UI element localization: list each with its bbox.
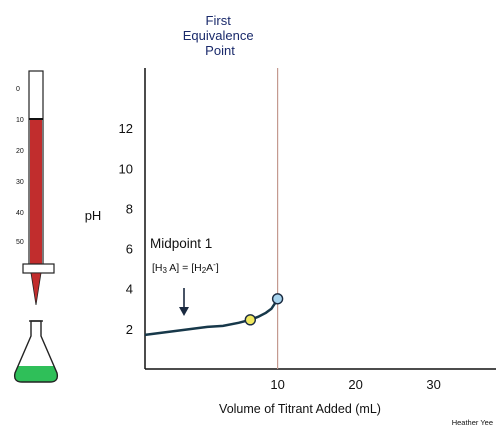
burette-tick-label: 0 — [16, 86, 20, 93]
titration-curve — [144, 298, 279, 337]
equivalence-point — [271, 293, 284, 305]
eq-equals: = — [179, 262, 191, 274]
flask-liquid — [14, 366, 58, 382]
y-tick-label: 2 — [126, 322, 133, 337]
eq-right-sub: 2 — [202, 266, 207, 275]
x-axis-label: Volume of Titrant Added (mL) — [219, 402, 381, 416]
x-tick-label: 20 — [348, 377, 362, 392]
x-tick-label: 10 — [270, 377, 284, 392]
burette: 0 10 20 30 40 50 — [16, 70, 55, 306]
credit-text: Heather Yee — [452, 418, 493, 427]
y-axis-label: pH — [85, 208, 102, 223]
burette-scale: 0 10 20 30 40 50 — [16, 86, 24, 246]
burette-tip — [30, 272, 42, 306]
equivalence-label-line-1: First — [206, 13, 232, 28]
eq-right-tail: A — [206, 262, 213, 274]
y-tick-label: 6 — [126, 242, 133, 257]
x-tick-label: 30 — [426, 377, 440, 392]
y-tick-label: 12 — [119, 121, 133, 136]
eq-left-main: [H — [152, 262, 163, 274]
erlenmeyer-flask — [13, 320, 59, 383]
eq-left-tail: A] — [167, 262, 179, 274]
midpoint-point — [244, 314, 257, 326]
eq-left-sub: 3 — [163, 266, 168, 275]
y-tick-label: 4 — [126, 282, 133, 297]
burette-tick-label: 20 — [16, 148, 24, 155]
y-tick-labels: 2 4 6 8 10 12 — [119, 121, 133, 337]
y-tick-label: 8 — [126, 201, 133, 216]
eq-right-sup: - — [213, 260, 216, 269]
flask-outline — [13, 320, 59, 383]
eq-right-main: [H — [191, 262, 202, 274]
equivalence-label-line-3: Point — [205, 43, 235, 58]
y-tick-label: 10 — [119, 161, 133, 176]
x-tick-labels: 10 20 30 — [270, 377, 440, 392]
midpoint-equation: [H3 A] = [H2A-] — [152, 260, 219, 275]
burette-tick-label: 10 — [16, 117, 24, 124]
midpoint-title: Midpoint 1 — [150, 236, 212, 251]
burette-tick-label: 50 — [16, 239, 24, 246]
burette-tick-label: 30 — [16, 179, 24, 186]
stopcock — [22, 263, 55, 274]
burette-tick-label: 40 — [16, 210, 24, 217]
midpoint-arrow — [179, 288, 189, 316]
eq-right-close: ] — [216, 262, 219, 274]
equivalence-point-label: First Equivalence Point — [183, 13, 257, 58]
equivalence-label-line-2: Equivalence — [183, 28, 254, 43]
curve-points — [244, 293, 284, 326]
burette-liquid — [30, 119, 42, 270]
